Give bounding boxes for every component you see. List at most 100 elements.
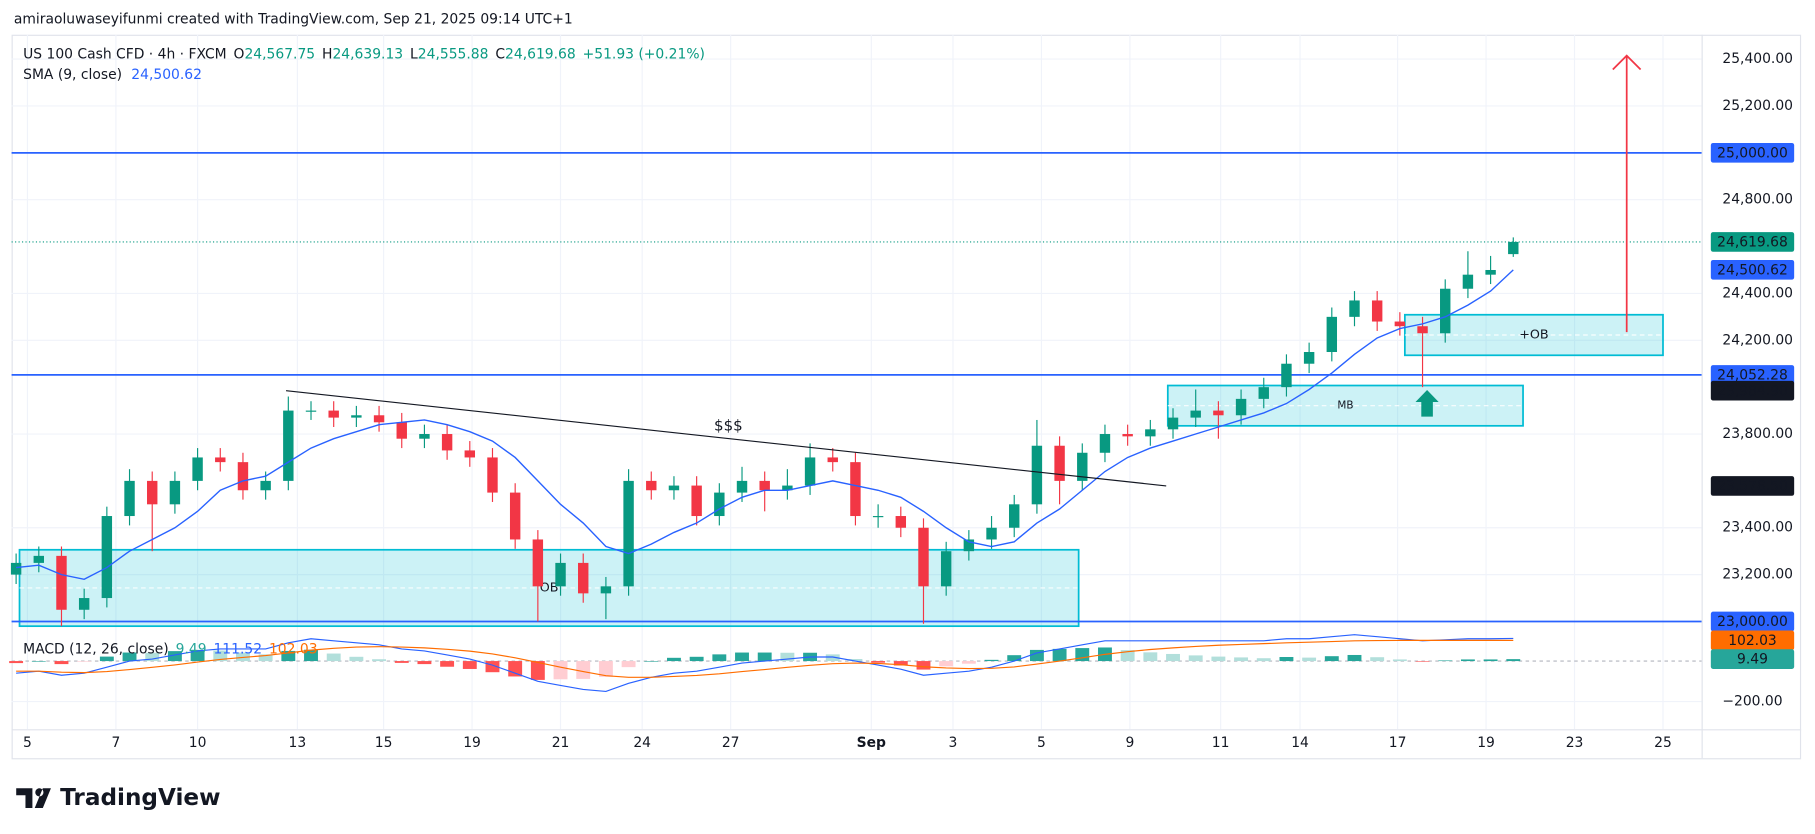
x-tick-label: Sep [857, 735, 886, 751]
candle [714, 483, 725, 526]
zone-label: OB [540, 580, 559, 595]
ohlc-value: 24,619.68 [505, 46, 576, 62]
macd-histogram-bar [1188, 655, 1203, 662]
candle-body [1508, 241, 1519, 255]
macd-histogram-bar [848, 659, 863, 662]
level-label: 25,000.00 [1710, 142, 1795, 163]
candle [305, 401, 317, 420]
macd-histogram-bar [485, 661, 500, 673]
candle-body [1485, 269, 1496, 275]
macd-histogram-bar [553, 661, 568, 680]
candle-body [1258, 387, 1269, 399]
candle-body [237, 462, 249, 491]
macd-histogram-bar [1506, 659, 1521, 662]
macd-histogram-bar [1166, 653, 1180, 662]
candle [850, 452, 861, 526]
ohlc-value: 24,639.13 [332, 46, 403, 62]
x-tick-label: 21 [552, 735, 570, 751]
macd-histogram-bar [1438, 660, 1453, 662]
candle [1145, 419, 1156, 446]
level-label-box [1710, 611, 1795, 632]
macd-histogram-bar [417, 661, 432, 665]
candle [668, 476, 680, 500]
macd-histogram-bar [780, 652, 795, 662]
candle [1009, 494, 1020, 538]
x-tick-label: 19 [463, 735, 481, 751]
change: +51.93 (+0.21%) [583, 46, 705, 62]
candle-body [1145, 429, 1156, 437]
candle-body [532, 539, 544, 587]
macd-histogram-bar [1370, 657, 1385, 662]
candle [1054, 436, 1065, 505]
candle-body [1417, 326, 1428, 334]
candle-body [1371, 300, 1383, 322]
x-tick-label: 27 [722, 735, 740, 751]
candle-body [215, 457, 226, 463]
candle-body [668, 485, 680, 491]
candle-body [600, 586, 612, 594]
candle-body [283, 410, 294, 481]
candle [192, 448, 203, 491]
candle-body [963, 539, 975, 552]
y-tick-label: 23,800.00 [1722, 426, 1793, 442]
x-tick-label: 11 [1212, 735, 1230, 751]
candle [555, 553, 566, 596]
zone-label: MB [1337, 400, 1353, 412]
macd-histogram-bar [644, 661, 659, 662]
macd-histogram-bar [689, 656, 704, 662]
macd-histogram-bar [326, 653, 341, 662]
candle [1213, 401, 1224, 439]
candle-body [1394, 321, 1406, 327]
candle [1099, 424, 1111, 463]
macd-histogram-bar [349, 656, 364, 662]
signal-line [16, 639, 1514, 678]
candle-body [124, 480, 135, 517]
macd-histogram-bar [939, 661, 954, 667]
candle-body [918, 527, 929, 587]
candle-body [850, 462, 861, 517]
macd-histogram-bar [916, 661, 931, 670]
macd-histogram-bar [54, 661, 69, 665]
candle [1077, 443, 1088, 491]
candle-body [895, 516, 907, 528]
macd-histogram-bar [213, 650, 228, 662]
trendline-label-text: 23,984.90 [1717, 383, 1788, 399]
macd-histogram-bar [893, 661, 908, 666]
candle-body [441, 434, 453, 451]
signal-label-box [1710, 630, 1795, 651]
candle [646, 471, 657, 500]
candle-body [782, 485, 793, 491]
candle [918, 518, 929, 624]
candle-body [1099, 434, 1111, 453]
candle-body [1213, 410, 1224, 416]
candle-body [260, 480, 271, 491]
candle-body [1054, 445, 1065, 481]
macd-histogram-bar [394, 661, 409, 663]
y-tick-label: −200.00 [1722, 694, 1782, 710]
sma-line [16, 269, 1514, 581]
sma-legend: SMA (9, close) 24,500.62 [23, 67, 202, 83]
x-tick-label: 13 [289, 735, 307, 751]
candle [419, 424, 430, 449]
candle [283, 396, 294, 491]
header-legend: US 100 Cash CFD · 4h · FXCM O24,567.75 H24… [23, 46, 705, 62]
macd-histogram-bar [1279, 657, 1294, 662]
macd-histogram-bar [825, 654, 840, 662]
macd-histogram-bar [304, 649, 318, 662]
candle [351, 405, 362, 427]
macd-histogram-bar [1324, 656, 1339, 662]
candle-body [487, 457, 498, 493]
candle [532, 530, 544, 622]
candle-body [419, 434, 430, 439]
last-price-label-box [1710, 232, 1795, 252]
macd-histogram-bar [1256, 658, 1271, 662]
candle [1462, 251, 1474, 299]
sma-label-box [1710, 260, 1795, 280]
candle-body [1281, 363, 1292, 388]
candle-body [1190, 410, 1201, 418]
macd-histogram-bar [712, 654, 727, 662]
last-price-label: 24,619.68 [1710, 232, 1795, 252]
x-tick-label: 7 [112, 735, 121, 751]
ohlc-key: O [234, 46, 245, 62]
